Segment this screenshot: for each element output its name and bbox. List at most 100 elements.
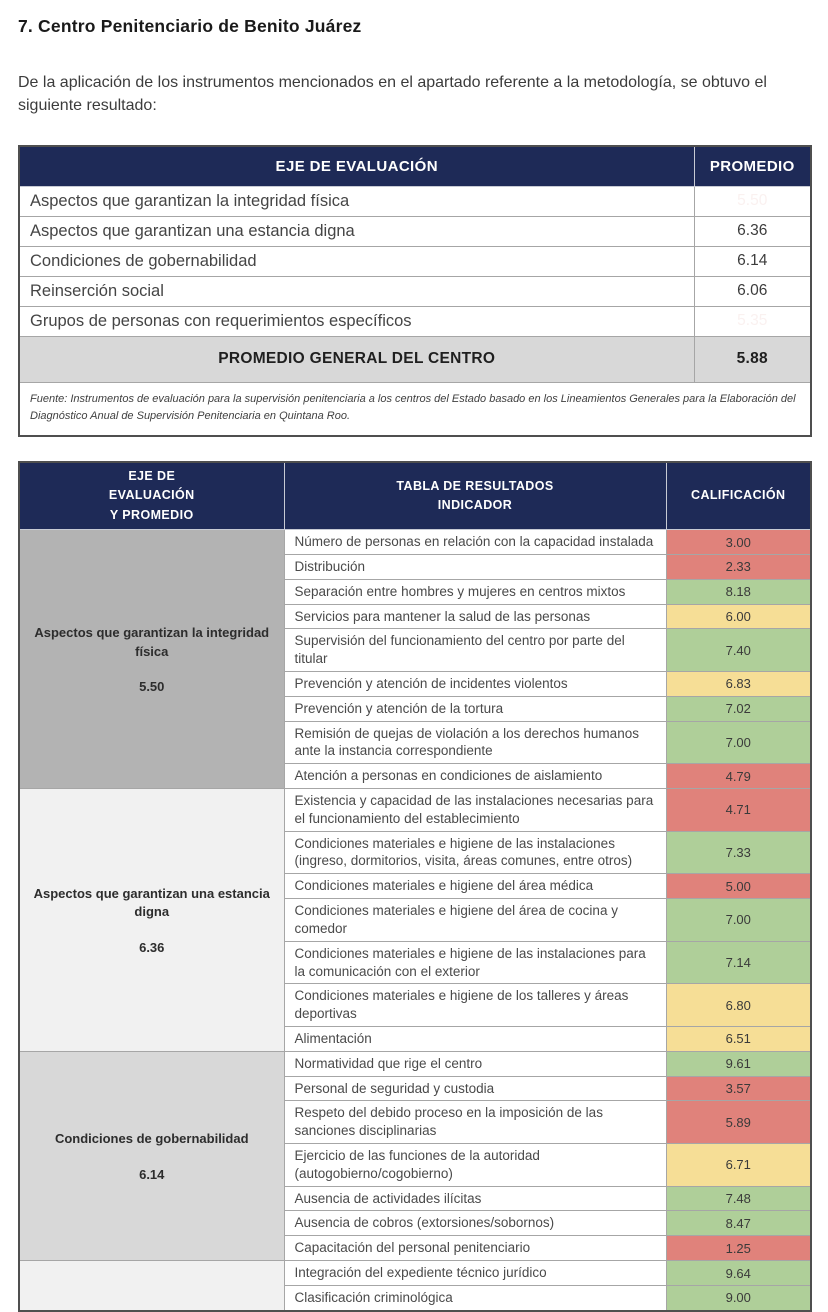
indicator-label: Personal de seguridad y custodia [283,1075,667,1102]
indicator-label: Respeto del debido proceso en la imposic… [283,1100,667,1145]
indicator-row: Prevención y atención de la tortura 7.02 [19,695,812,722]
indicator-row: Condiciones materiales e higiene del áre… [19,898,812,942]
indicator-label: Separación entre hombres y mujeres en ce… [283,578,667,605]
summary-average-value: 5.50 [693,185,812,217]
indicator-score: 7.48 [665,1185,812,1212]
axis-group-cell [18,1260,285,1312]
indicator-score: 1.25 [665,1235,812,1262]
summary-axis-label: Reinserción social [18,275,695,307]
indicator-label: Prevención y atención de incidentes viol… [283,670,667,697]
indicator-score: 7.00 [665,720,812,765]
results-header-score: CALIFICACIÓN [665,461,812,531]
results-header-row: EJE DE EVALUACIÓN Y PROMEDIO TABLA DE RE… [18,461,812,531]
intro-paragraph: De la aplicación de los instrumentos men… [18,74,767,115]
summary-source-row: Fuente: Instrumentos de evaluación para … [18,381,812,437]
axis-group-cell: Aspectos que garantizan una estancia dig… [18,788,285,1052]
summary-row: Reinserción social 6.06 [18,275,812,307]
indicator-label: Ejercicio de las funciones de la autorid… [283,1143,667,1187]
indicator-label: Supervisión del funcionamiento del centr… [283,628,667,672]
axis-group-average: 6.36 [139,939,165,955]
indicator-label: Servicios para mantener la salud de las … [283,603,667,630]
summary-total-row: PROMEDIO GENERAL DEL CENTRO 5.88 [18,335,812,383]
summary-row: Aspectos que garantizan la integridad fí… [18,185,812,217]
indicator-row: Personal de seguridad y custodia 3.57 [19,1075,812,1102]
summary-axis-label: Aspectos que garantizan una estancia dig… [18,215,695,247]
summary-average-value: 6.06 [693,275,812,307]
indicator-label: Alimentación [283,1025,667,1052]
indicator-row: Remisión de quejas de violación a los de… [19,720,812,765]
indicator-score: 2.33 [665,553,812,580]
summary-average-value: 5.35 [693,305,812,337]
indicator-score: 9.61 [665,1050,812,1077]
indicator-score: 6.00 [665,603,812,630]
indicator-label: Atención a personas en condiciones de ai… [283,763,667,790]
indicator-score: 3.00 [665,529,812,555]
indicator-label: Número de personas en relación con la ca… [283,529,667,555]
indicator-row: Ejercicio de las funciones de la autorid… [19,1143,812,1187]
indicator-score: 5.89 [665,1100,812,1145]
indicator-score: 7.02 [665,695,812,722]
indicator-row: Servicios para mantener la salud de las … [19,603,812,630]
indicator-row: Condiciones de gobernabilidad 6.14 Normati… [18,1050,812,1262]
indicator-label: Prevención y atención de la tortura [283,695,667,722]
indicator-score: 9.64 [665,1260,812,1286]
indicator-label: Clasificación criminológica [283,1284,667,1312]
indicator-row: Alimentación 6.51 [19,1025,812,1052]
results-header-indicator: TABLA DE RESULTADOS INDICADOR [283,461,667,531]
indicator-score: 7.40 [665,628,812,672]
results-table-body: Aspectos que garantizan la integridad fí… [18,529,812,1312]
summary-row: Aspectos que garantizan una estancia dig… [18,215,812,247]
indicator-label: Remisión de quejas de violación a los de… [283,720,667,765]
summary-total-value: 5.88 [693,335,812,383]
indicator-score: 8.18 [665,578,812,605]
indicator-row: Respeto del debido proceso en la imposic… [19,1100,812,1145]
summary-header-average: PROMEDIO [693,145,812,187]
indicator-score: 6.80 [665,983,812,1027]
indicator-row: Condiciones materiales e higiene de las … [19,940,812,985]
summary-row: Grupos de personas con requerimientos es… [18,305,812,337]
indicator-label: Condiciones materiales e higiene de las … [283,940,667,985]
axis-group-cell: Condiciones de gobernabilidad 6.14 [18,1050,285,1262]
indicator-row: Integración del expediente técnico juríd… [18,1260,812,1312]
summary-total-label: PROMEDIO GENERAL DEL CENTRO [18,335,695,383]
indicator-score: 6.71 [665,1143,812,1187]
indicator-score: 6.83 [665,670,812,697]
summary-table: EJE DE EVALUACIÓN PROMEDIO Aspectos que … [18,145,812,437]
axis-group-label: Condiciones de gobernabilidad [54,1131,249,1147]
indicator-label: Condiciones materiales e higiene de las … [283,830,667,875]
indicator-row: Aspectos que garantizan una estancia dig… [18,788,812,1052]
indicator-score: 7.00 [665,898,812,942]
indicator-label: Ausencia de cobros (extorsiones/sobornos… [283,1210,667,1237]
indicator-label: Ausencia de actividades ilícitas [283,1185,667,1212]
indicator-row: Aspectos que garantizan la integridad fí… [18,529,812,790]
indicator-label: Condiciones materiales e higiene del áre… [283,873,667,900]
indicator-score: 7.14 [665,940,812,985]
indicator-row: Atención a personas en condiciones de ai… [19,763,812,790]
indicator-label: Integración del expediente técnico juríd… [283,1260,667,1286]
indicator-score: 8.47 [665,1210,812,1237]
summary-average-value: 6.36 [693,215,812,247]
indicator-row: Ausencia de actividades ilícitas 7.48 [19,1185,812,1212]
results-header-axis: EJE DE EVALUACIÓN Y PROMEDIO [18,461,285,531]
indicator-label: Capacitación del personal penitenciario [283,1235,667,1262]
indicator-score: 9.00 [665,1284,812,1312]
summary-axis-label: Grupos de personas con requerimientos es… [18,305,695,337]
axis-group-label: Aspectos que garantizan una estancia dig… [33,886,270,920]
summary-row: Condiciones de gobernabilidad 6.14 [18,245,812,277]
summary-table-body: Aspectos que garantizan la integridad fí… [18,185,812,337]
axis-group-cell: Aspectos que garantizan la integridad fí… [18,529,285,790]
indicator-label: Condiciones materiales e higiene de los … [283,983,667,1027]
summary-average-value: 6.14 [693,245,812,277]
summary-axis-label: Aspectos que garantizan la integridad fí… [18,185,695,217]
indicator-row: Condiciones materiales e higiene de las … [19,830,812,875]
indicator-score: 4.79 [665,763,812,790]
indicator-row: Distribución 2.33 [19,553,812,580]
results-table: EJE DE EVALUACIÓN Y PROMEDIO TABLA DE RE… [18,460,812,1312]
indicator-score: 7.33 [665,830,812,875]
indicator-label: Distribución [283,553,667,580]
indicator-row: Supervisión del funcionamiento del centr… [19,628,812,672]
indicator-score: 6.51 [665,1025,812,1052]
indicator-score: 4.71 [665,788,812,832]
indicator-label: Condiciones materiales e higiene del áre… [283,898,667,942]
